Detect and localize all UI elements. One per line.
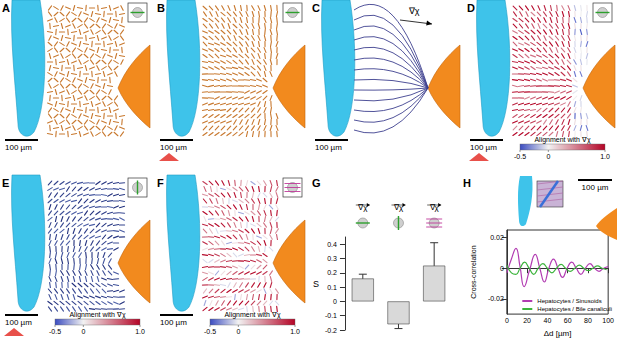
svg-text:-0.1: -0.1 — [325, 312, 337, 319]
svg-text:G: G — [312, 177, 321, 189]
svg-text:F: F — [157, 177, 164, 189]
svg-text:A: A — [2, 2, 10, 14]
svg-text:0: 0 — [333, 298, 337, 305]
svg-text:0: 0 — [505, 317, 509, 324]
svg-text:0: 0 — [236, 328, 240, 335]
svg-text:0.4: 0.4 — [327, 241, 337, 248]
svg-text:20: 20 — [523, 317, 531, 324]
svg-text:0.02: 0.02 — [490, 234, 504, 241]
svg-text:100 µm: 100 µm — [470, 143, 497, 152]
svg-text:1.0: 1.0 — [135, 328, 145, 335]
svg-text:∇χ: ∇χ — [408, 6, 420, 16]
svg-text:100 µm: 100 µm — [160, 143, 187, 152]
svg-text:100 µm: 100 µm — [315, 143, 342, 152]
svg-text:100 µm: 100 µm — [5, 318, 32, 327]
svg-text:E: E — [2, 177, 9, 189]
svg-text:∇χ: ∇χ — [429, 203, 440, 212]
svg-text:Hepatocytes / Sinusoids: Hepatocytes / Sinusoids — [537, 298, 601, 304]
svg-text:Alignment with ∇χ: Alignment with ∇χ — [69, 311, 125, 319]
svg-text:Δd [µm]: Δd [µm] — [544, 329, 572, 338]
svg-text:B: B — [157, 2, 165, 14]
svg-text:-0.2: -0.2 — [325, 327, 337, 334]
svg-text:0.2: 0.2 — [327, 269, 337, 276]
svg-text:40: 40 — [543, 317, 551, 324]
svg-text:∇χ: ∇χ — [393, 203, 404, 212]
svg-text:0: 0 — [500, 265, 504, 272]
svg-text:100 µm: 100 µm — [160, 318, 187, 327]
svg-text:S: S — [313, 279, 319, 289]
svg-text:1.0: 1.0 — [290, 328, 300, 335]
svg-text:D: D — [467, 2, 475, 14]
svg-text:1.0: 1.0 — [600, 153, 610, 160]
svg-text:Cross-correlation: Cross-correlation — [470, 245, 477, 298]
svg-text:-0.5: -0.5 — [204, 328, 216, 335]
svg-text:0.3: 0.3 — [327, 255, 337, 262]
svg-text:60: 60 — [564, 317, 572, 324]
svg-text:Alignment with ∇χ: Alignment with ∇χ — [534, 136, 590, 144]
svg-text:-0.5: -0.5 — [514, 153, 526, 160]
svg-text:H: H — [463, 177, 471, 189]
svg-text:∇χ: ∇χ — [357, 203, 368, 212]
svg-text:-0.02: -0.02 — [488, 295, 504, 302]
svg-text:0.1: 0.1 — [327, 284, 337, 291]
svg-text:-0.5: -0.5 — [49, 328, 61, 335]
svg-text:Alignment with ∇χ: Alignment with ∇χ — [224, 311, 280, 319]
svg-text:100: 100 — [602, 317, 614, 324]
svg-text:0: 0 — [81, 328, 85, 335]
svg-text:100 µm: 100 µm — [5, 143, 32, 152]
svg-text:100 µm: 100 µm — [582, 183, 609, 192]
svg-text:0: 0 — [546, 153, 550, 160]
svg-text:C: C — [312, 2, 320, 14]
svg-text:Hepatocytes / Bile canaliculi: Hepatocytes / Bile canaliculi — [537, 306, 612, 312]
svg-text:80: 80 — [584, 317, 592, 324]
